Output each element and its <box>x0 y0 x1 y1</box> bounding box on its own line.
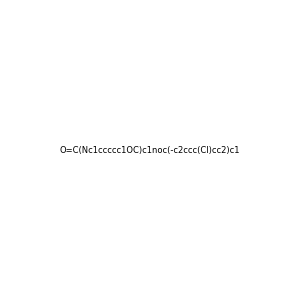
Text: O=C(Nc1ccccc1OC)c1noc(-c2ccc(Cl)cc2)c1: O=C(Nc1ccccc1OC)c1noc(-c2ccc(Cl)cc2)c1 <box>60 146 240 154</box>
